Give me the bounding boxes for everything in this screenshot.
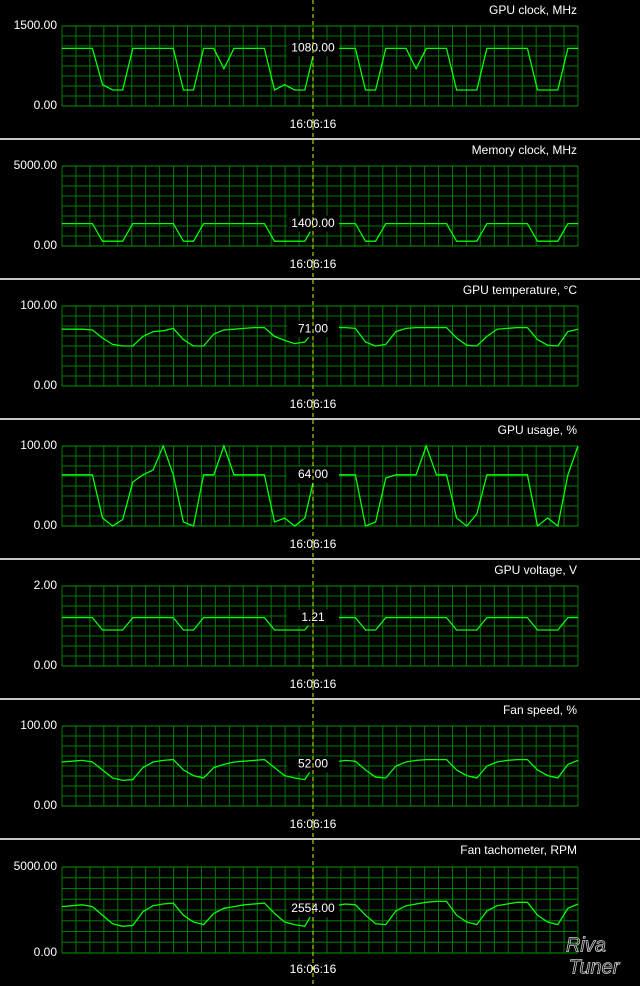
watermark-line2: Tuner xyxy=(569,956,621,978)
cursor-value: 1080.00 xyxy=(291,41,335,55)
watermark: Riva Tuner xyxy=(566,934,622,979)
cursor-time: 16:06:16 xyxy=(290,117,337,131)
y-tick-label: 5000.00 xyxy=(14,859,58,873)
cursor-label-bg xyxy=(287,215,339,232)
cursor-time: 16:06:16 xyxy=(290,257,337,271)
chart-title: GPU clock, MHz xyxy=(489,3,577,17)
chart-title: Memory clock, MHz xyxy=(472,143,577,157)
chart-title: Fan tachometer, RPM xyxy=(460,843,577,857)
cursor-value: 2554.00 xyxy=(291,901,335,915)
chart-title: GPU usage, % xyxy=(498,423,578,437)
y-tick-label: 100.00 xyxy=(20,438,57,452)
cursor-value: 64.00 xyxy=(298,467,328,481)
y-tick-label: 2.00 xyxy=(34,578,58,592)
y-tick-label: 100.00 xyxy=(20,298,57,312)
y-tick-label: 0.00 xyxy=(34,518,58,532)
cursor-label-bg xyxy=(287,901,339,918)
chart-title: GPU voltage, V xyxy=(494,563,577,577)
cursor-time: 16:06:16 xyxy=(290,677,337,691)
chart-title: GPU temperature, °C xyxy=(463,283,578,297)
watermark-line1: Riva xyxy=(566,934,606,956)
y-tick-label: 1500.00 xyxy=(14,18,58,32)
cursor-value: 1400.00 xyxy=(291,216,335,230)
y-tick-label: 0.00 xyxy=(34,798,58,812)
y-tick-label: 0.00 xyxy=(34,238,58,252)
cursor-time: 16:06:16 xyxy=(290,817,337,831)
cursor-label-bg xyxy=(287,466,339,483)
y-tick-label: 5000.00 xyxy=(14,158,58,172)
y-tick-label: 0.00 xyxy=(34,945,58,959)
y-tick-label: 0.00 xyxy=(34,378,58,392)
cursor-time: 16:06:16 xyxy=(290,397,337,411)
y-tick-label: 100.00 xyxy=(20,718,57,732)
cursor-time: 16:06:16 xyxy=(290,537,337,551)
cursor-value: 71.00 xyxy=(298,321,328,335)
y-tick-label: 0.00 xyxy=(34,658,58,672)
y-tick-label: 0.00 xyxy=(34,98,58,112)
cursor-label-bg xyxy=(287,40,339,57)
chart-title: Fan speed, % xyxy=(503,703,577,717)
